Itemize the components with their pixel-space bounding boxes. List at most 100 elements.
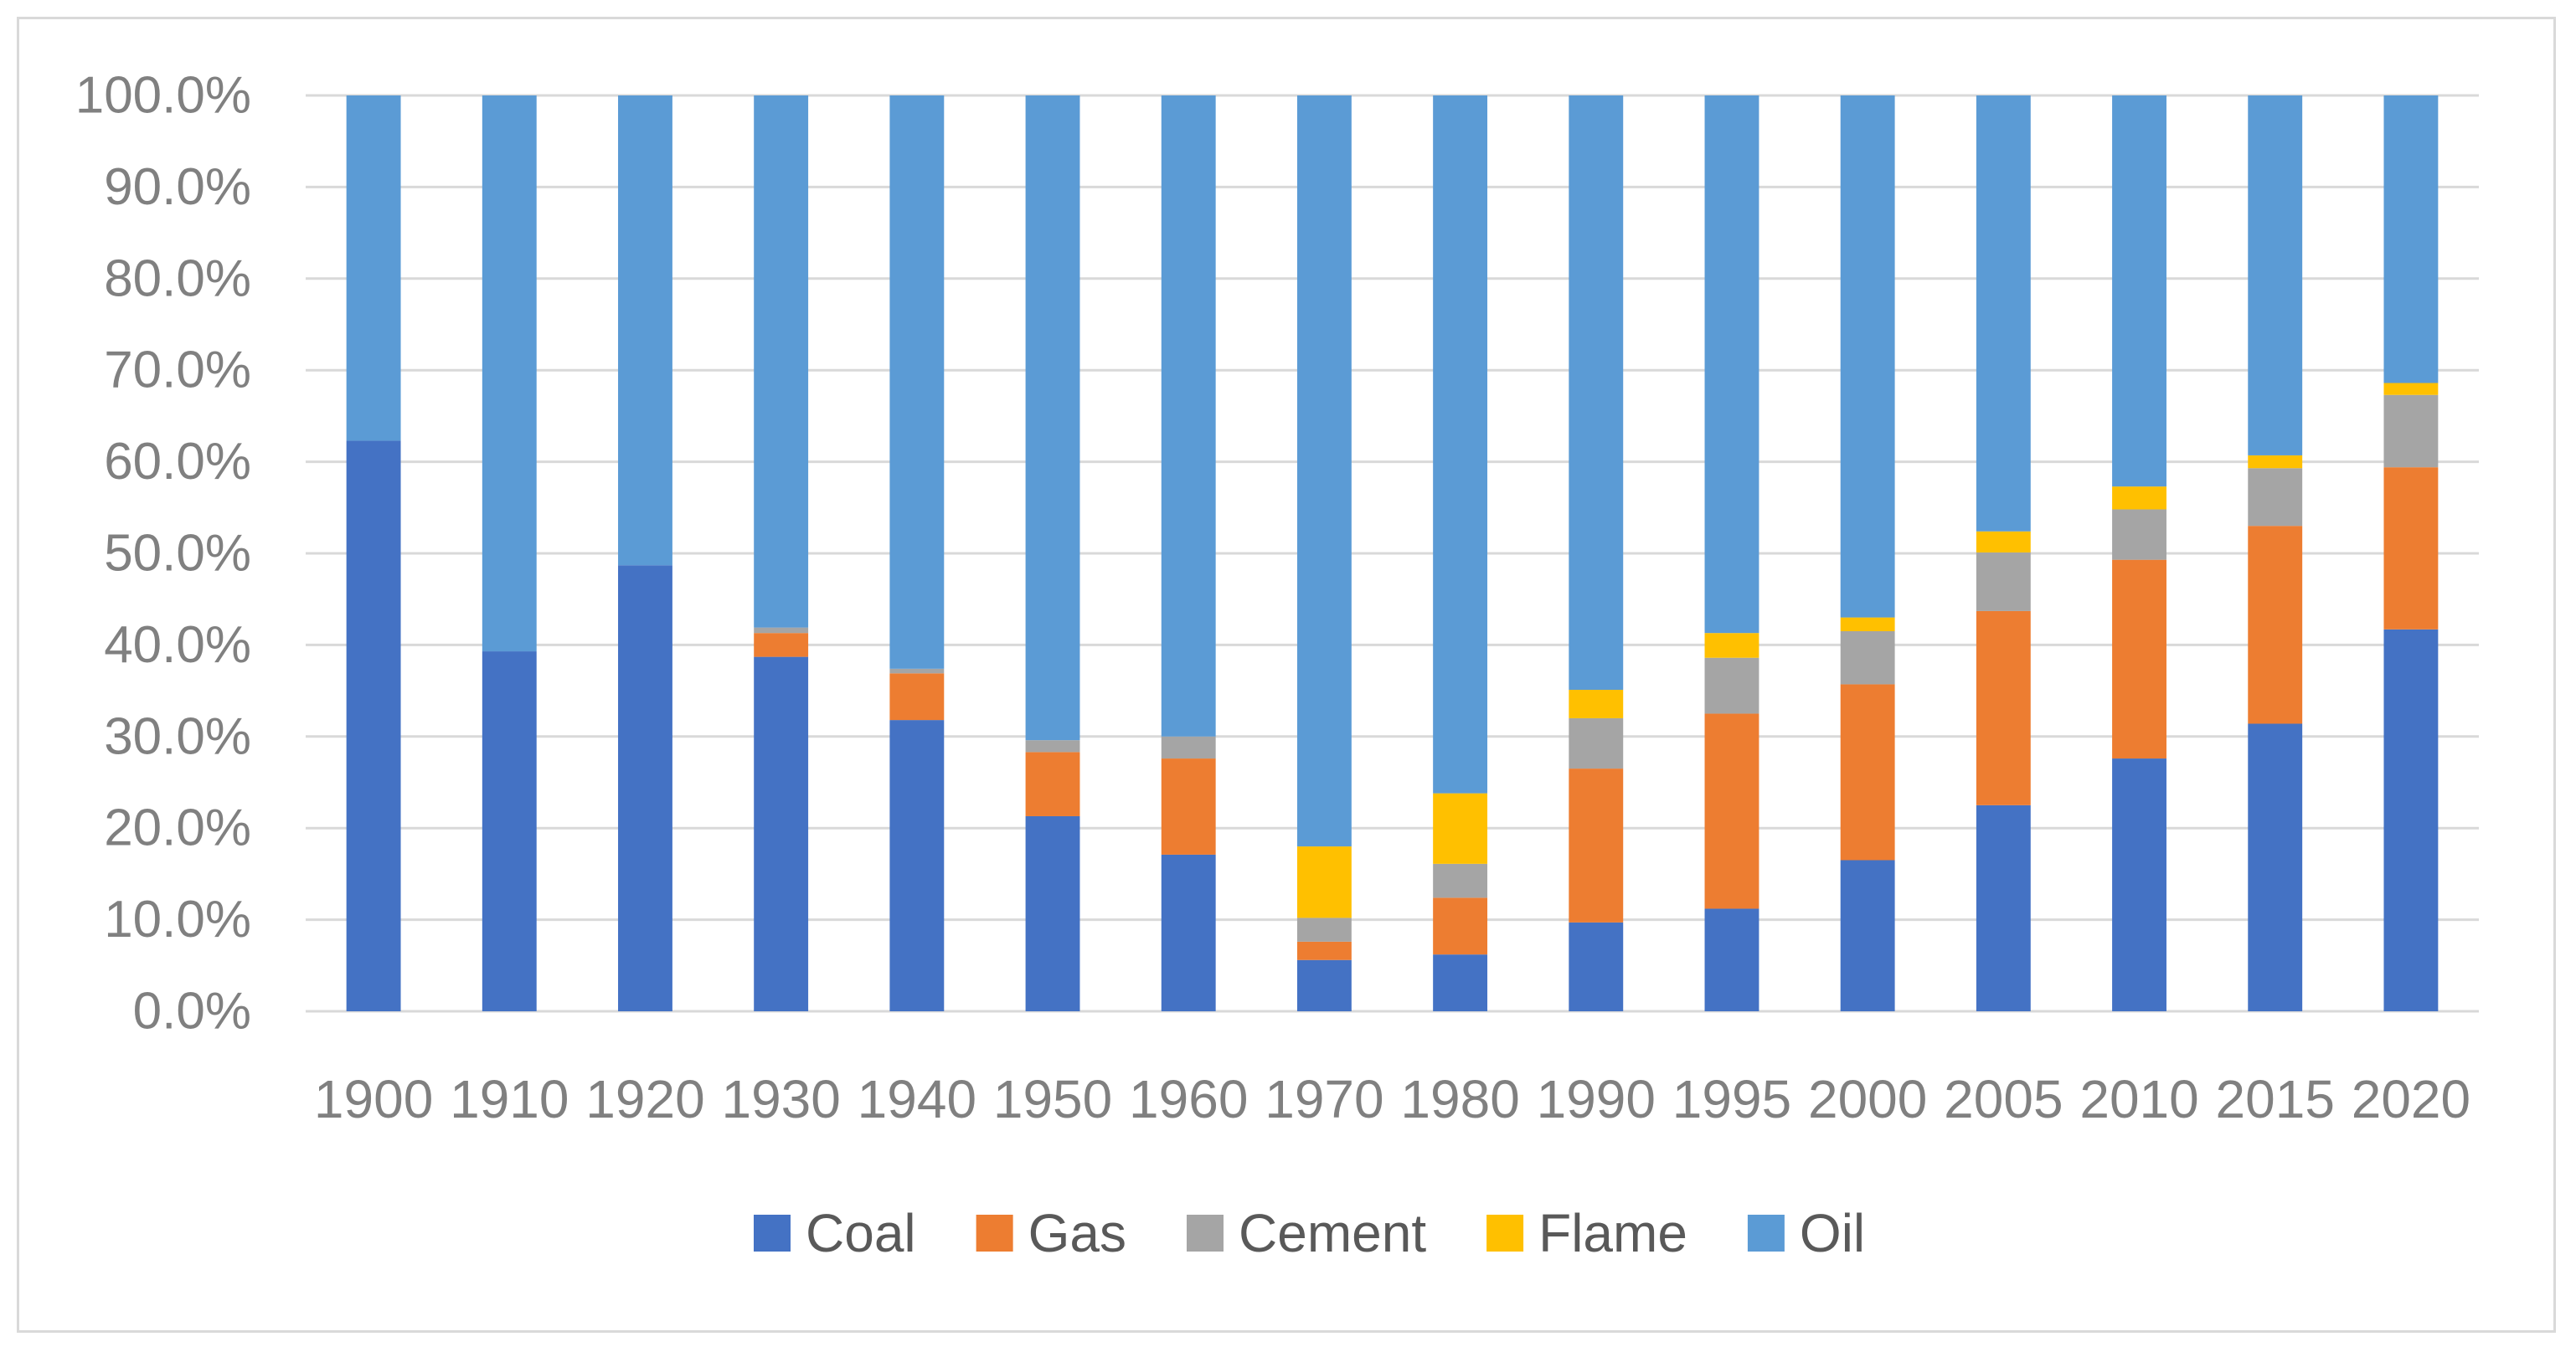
- bar-segment-oil-1920: [618, 95, 672, 566]
- x-tick-label: 2020: [2352, 1069, 2470, 1129]
- bar-segment-gas-1995: [1704, 713, 1759, 909]
- bar-segment-coal-1920: [618, 565, 672, 1011]
- x-tick-label: 1980: [1400, 1069, 1519, 1129]
- bar-segment-cement-1990: [1569, 717, 1624, 769]
- bar-segment-flame-1980: [1433, 793, 1488, 864]
- bar-segment-coal-1970: [1296, 959, 1352, 1011]
- bar-segment-cement-2000: [1840, 630, 1895, 685]
- bar-segment-oil-2005: [1976, 95, 2031, 532]
- bar-segment-oil-1990: [1569, 95, 1624, 691]
- y-tick-label: 0.0%: [133, 983, 251, 1041]
- legend-swatch: [976, 1215, 1013, 1252]
- bar-segment-cement-1980: [1433, 863, 1488, 898]
- legend-label: Gas: [1028, 1203, 1126, 1263]
- x-tick-label: 1950: [993, 1069, 1112, 1129]
- bar-stack-2020: [2383, 95, 2439, 1011]
- bar-segment-flame-2010: [2112, 486, 2166, 510]
- bar-segment-cement-1995: [1704, 657, 1759, 714]
- bar-stack-1980: [1433, 95, 1488, 1011]
- bar-segment-cement-1970: [1296, 918, 1352, 942]
- bar-segment-cement-1960: [1161, 736, 1216, 759]
- bar-segment-coal-1910: [482, 651, 537, 1011]
- bar-segment-oil-1940: [889, 95, 945, 669]
- legend-item-gas: Gas: [976, 1203, 1126, 1263]
- y-tick-label: 100.0%: [75, 67, 251, 125]
- bar-segment-gas-1990: [1569, 769, 1624, 923]
- bar-stack-1910: [482, 95, 537, 1011]
- bar-segment-oil-2000: [1840, 95, 1895, 618]
- legend-swatch: [1747, 1215, 1785, 1252]
- bar-segment-flame-1990: [1569, 690, 1624, 718]
- bar-segment-flame-2020: [2383, 383, 2439, 395]
- bar-segment-cement-2010: [2112, 509, 2166, 560]
- legend-swatch: [754, 1215, 791, 1252]
- bar-segment-coal-2015: [2248, 723, 2303, 1011]
- x-tick-label: 2015: [2216, 1069, 2335, 1129]
- y-tick-label: 60.0%: [104, 433, 251, 491]
- bar-segment-gas-2015: [2248, 526, 2303, 724]
- bar-stack-1960: [1161, 95, 1216, 1011]
- bar-segment-oil-1995: [1704, 95, 1759, 634]
- bar-segment-oil-1910: [482, 95, 537, 652]
- bar-segment-flame-2005: [1976, 531, 2031, 553]
- x-tick-label: 1940: [858, 1069, 976, 1129]
- bar-segment-oil-1900: [346, 95, 401, 441]
- legend-swatch: [1187, 1215, 1224, 1252]
- bar-segment-gas-2000: [1840, 684, 1895, 861]
- bar-segment-cement-2015: [2248, 468, 2303, 527]
- bar-stack-1995: [1704, 95, 1759, 1011]
- bar-segment-oil-2015: [2248, 95, 2303, 455]
- bar-segment-gas-1930: [754, 633, 809, 657]
- legend-item-flame: Flame: [1486, 1203, 1687, 1263]
- bar-segment-cement-2005: [1976, 552, 2031, 611]
- bar-segment-oil-1980: [1433, 95, 1488, 794]
- x-tick-label: 1920: [585, 1069, 704, 1129]
- bar-segment-flame-1995: [1704, 633, 1759, 658]
- legend-label: Cement: [1239, 1203, 1426, 1263]
- y-axis-tick-labels: 0.0% 10.0% 20.0% 30.0% 40.0% 50.0% 60.0% 70.0% 8…: [75, 67, 251, 1041]
- bar-segment-flame-2000: [1840, 617, 1895, 631]
- bar-segment-gas-1960: [1161, 758, 1216, 855]
- y-tick-label: 10.0%: [104, 891, 251, 948]
- bar-stack-1920: [618, 95, 672, 1011]
- x-tick-label: 1900: [314, 1069, 433, 1129]
- y-tick-label: 30.0%: [104, 707, 251, 765]
- y-tick-label: 80.0%: [104, 249, 251, 307]
- bar-stack-2000: [1840, 95, 1895, 1011]
- bar-segment-gas-2005: [1976, 610, 2031, 805]
- bar-stack-2015: [2248, 95, 2303, 1011]
- bar-segment-gas-1980: [1433, 897, 1488, 955]
- x-tick-label: 1970: [1265, 1069, 1383, 1129]
- y-tick-label: 50.0%: [104, 525, 251, 583]
- bar-segment-coal-1950: [1025, 815, 1080, 1011]
- bar-segment-gas-2020: [2383, 467, 2439, 630]
- x-tick-label: 2010: [2079, 1069, 2198, 1129]
- legend-item-oil: Oil: [1747, 1203, 1865, 1263]
- bar-segment-coal-1940: [889, 720, 945, 1011]
- bar-segment-cement-2020: [2383, 394, 2439, 468]
- x-tick-label: 1910: [450, 1069, 569, 1129]
- bar-segment-gas-1970: [1296, 941, 1352, 960]
- x-tick-label: 2000: [1808, 1069, 1927, 1129]
- bar-stack-1950: [1025, 95, 1080, 1011]
- legend-item-coal: Coal: [754, 1203, 916, 1263]
- bar-segment-gas-1940: [889, 673, 945, 721]
- bars: [346, 95, 2439, 1011]
- bar-stack-1970: [1296, 95, 1352, 1011]
- bar-stack-1900: [346, 95, 401, 1011]
- x-axis-tick-labels: 1900 1910 1920 1930 1940 1950 1960 1970 1980 1990…: [314, 1069, 2470, 1129]
- bar-segment-flame-1970: [1296, 846, 1352, 918]
- x-tick-label: 1960: [1129, 1069, 1248, 1129]
- bar-segment-oil-1950: [1025, 95, 1080, 741]
- y-tick-label: 20.0%: [104, 799, 251, 857]
- legend-label: Flame: [1538, 1203, 1687, 1263]
- y-tick-label: 90.0%: [104, 158, 251, 216]
- bar-segment-oil-2010: [2112, 95, 2166, 487]
- bar-segment-gas-2010: [2112, 559, 2166, 759]
- bar-segment-flame-2015: [2248, 455, 2303, 469]
- bar-segment-cement-1940: [889, 668, 945, 674]
- legend-label: Coal: [806, 1203, 916, 1263]
- x-tick-label: 1930: [721, 1069, 840, 1129]
- bar-segment-oil-1930: [754, 95, 809, 628]
